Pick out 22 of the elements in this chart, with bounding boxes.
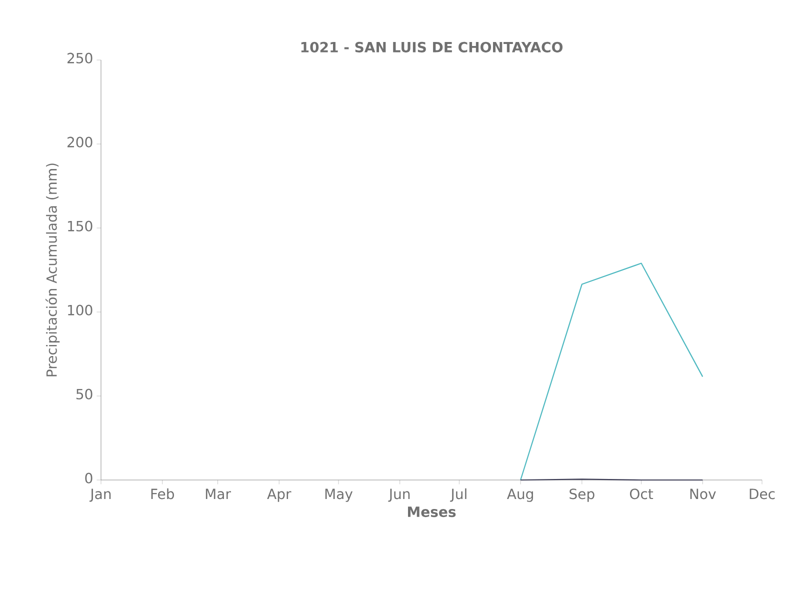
- x-tick-label: Jul: [450, 488, 466, 502]
- x-tick-label: Apr: [267, 488, 292, 502]
- y-tick-label: 250: [67, 52, 92, 64]
- x-tick-label: Aug: [507, 488, 533, 502]
- y-tick-label: 0: [85, 472, 92, 484]
- y-axis-title: Precipitación Acumulada (mm): [46, 164, 60, 376]
- x-tick-label: Feb: [151, 488, 174, 500]
- x-tick-label: May: [325, 488, 353, 502]
- y-tick-label: 150: [68, 220, 92, 232]
- y-tick-label: 50: [76, 388, 92, 400]
- x-tick-label: Oct: [630, 488, 654, 500]
- x-axis-title: Meses: [408, 506, 456, 518]
- x-tick-label: Nov: [690, 488, 716, 500]
- x-tick-label: Jun: [388, 488, 410, 502]
- chart-title: 1021 - SAN LUIS DE CHONTAYACO: [301, 42, 563, 52]
- y-tick-label: 200: [67, 136, 92, 148]
- x-tick-label: Dec: [750, 488, 775, 500]
- x-tick-label: Mar: [206, 488, 231, 500]
- y-tick-label: 100: [68, 304, 92, 316]
- line-series: [520, 262, 704, 481]
- x-tick-label: Sep: [570, 488, 594, 502]
- x-tick-label: Jan: [89, 488, 111, 502]
